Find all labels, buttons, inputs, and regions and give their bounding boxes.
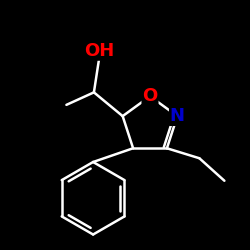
Text: O: O (142, 87, 158, 105)
Text: OH: OH (84, 42, 114, 60)
Text: N: N (170, 107, 185, 125)
